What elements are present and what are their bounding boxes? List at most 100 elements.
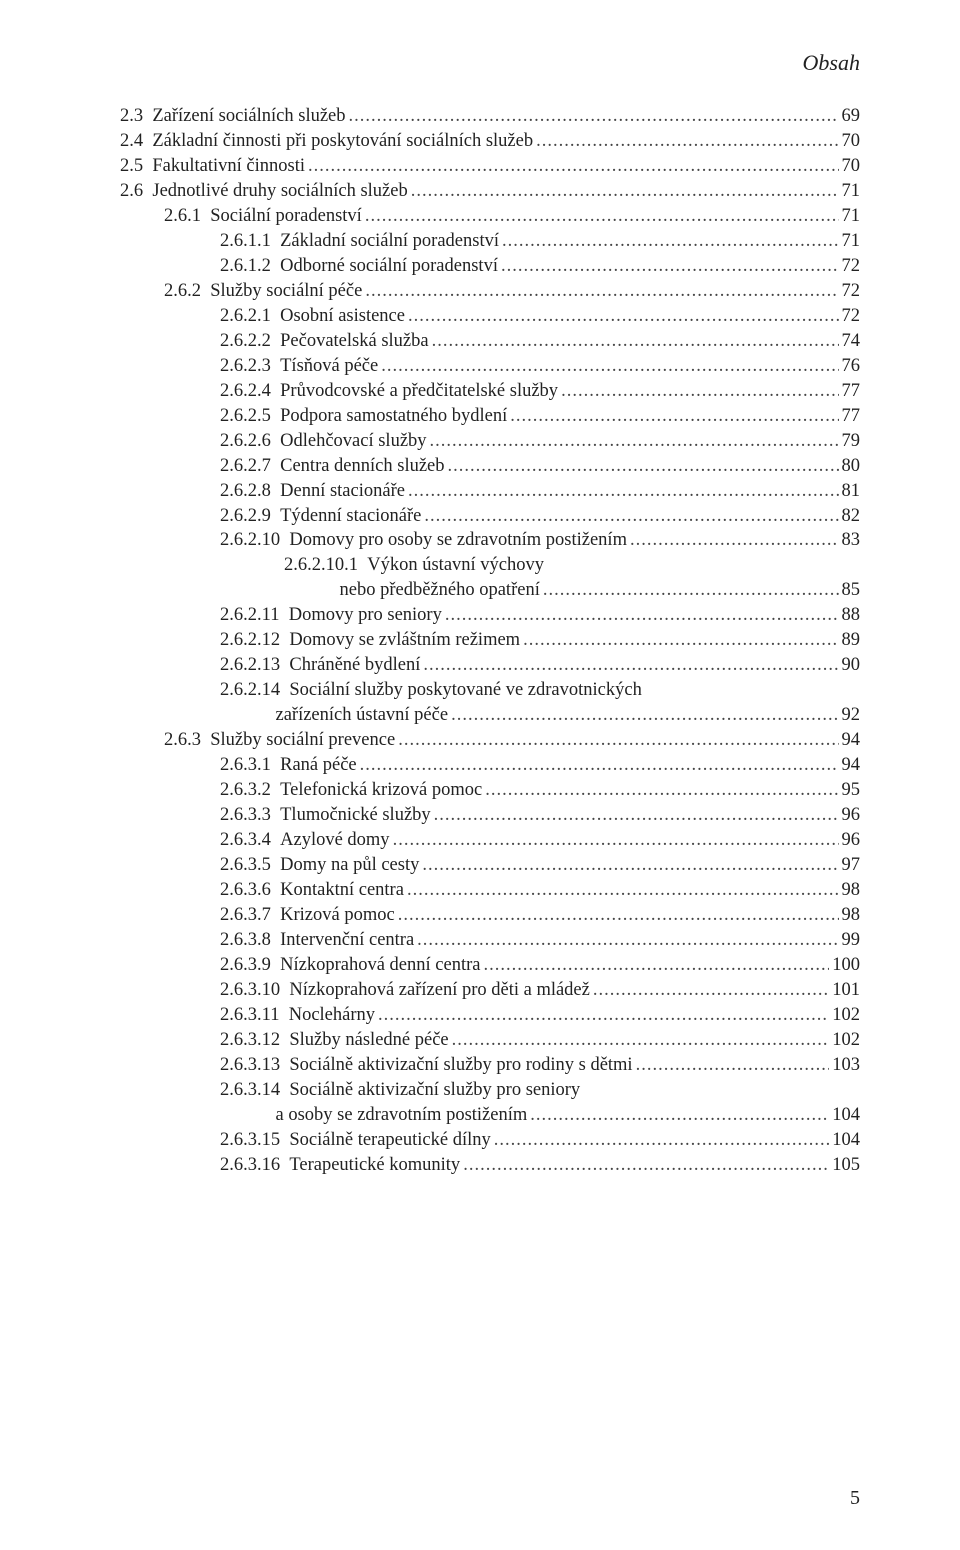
toc-leader	[398, 903, 839, 928]
toc-label: 2.6.2.13	[220, 653, 289, 678]
toc-row: 2.6.3.13 Sociálně aktivizační služby pro…	[120, 1053, 860, 1078]
toc-page: 82	[842, 504, 861, 529]
toc-page: 89	[842, 628, 861, 653]
toc-label: 2.6.2.5	[220, 404, 280, 429]
toc-leader	[561, 379, 838, 404]
toc-leader	[378, 1003, 829, 1028]
toc-label: 2.6.2.12	[220, 628, 289, 653]
toc-text: Terapeutické komunity	[289, 1153, 460, 1178]
toc-label: 2.6.3.1	[220, 753, 280, 778]
toc-page: 104	[832, 1103, 860, 1128]
toc-label: 2.6.2.3	[220, 354, 280, 379]
toc-row: a osoby se zdravotním postižením104	[120, 1103, 860, 1128]
toc-leader	[630, 528, 839, 553]
toc-text: Kontaktní centra	[280, 878, 404, 903]
toc-leader	[432, 329, 839, 354]
toc-label: 2.6.3.7	[220, 903, 280, 928]
toc-row: zařízeních ústavní péče92	[120, 703, 860, 728]
toc-text: Sociálně aktivizační služby pro seniory	[289, 1078, 580, 1103]
toc-text: Sociální služby poskytované ve zdravotni…	[289, 678, 641, 703]
toc-label: 2.6.3	[164, 728, 210, 753]
toc-label: 2.3	[120, 104, 152, 129]
toc-page: 76	[842, 354, 861, 379]
toc-page: 83	[842, 528, 861, 553]
toc-label: 2.6.2.2	[220, 329, 280, 354]
toc-text: Raná péče	[280, 753, 357, 778]
toc-label: 2.6.2	[164, 279, 210, 304]
toc-row: 2.6.3.1 Raná péče 94	[120, 753, 860, 778]
toc-text: Sociální poradenství	[210, 204, 362, 229]
toc-row: 2.6.2.10.1 Výkon ústavní výchovy	[120, 553, 860, 578]
toc-leader	[424, 504, 838, 529]
toc-text: Nízkoprahová zařízení pro děti a mládež	[289, 978, 589, 1003]
toc-label: 2.6.3.9	[220, 953, 280, 978]
toc-continuation-pad	[220, 703, 276, 728]
toc-continuation-pad	[284, 578, 340, 603]
toc-page: 94	[842, 753, 861, 778]
toc-row: 2.6.1.1 Základní sociální poradenství71	[120, 229, 860, 254]
toc-page: 102	[832, 1028, 860, 1053]
toc-leader	[308, 154, 839, 179]
toc-row: 2.6.2.6 Odlehčovací služby79	[120, 429, 860, 454]
toc-row: 2.6.2.8 Denní stacionáře81	[120, 479, 860, 504]
toc-text: Podpora samostatného bydlení	[280, 404, 507, 429]
toc-row: 2.6.3.9 Nízkoprahová denní centra100	[120, 953, 860, 978]
toc-row: 2.6.3.15 Sociálně terapeutické dílny104	[120, 1128, 860, 1153]
toc-row: 2.3 Zařízení sociálních služeb 69	[120, 104, 860, 129]
toc-text: Týdenní stacionáře	[280, 504, 421, 529]
toc-label: 2.6.3.13	[220, 1053, 289, 1078]
toc-leader	[483, 953, 829, 978]
toc-leader	[452, 1028, 830, 1053]
toc-leader	[398, 728, 838, 753]
toc-leader	[422, 853, 838, 878]
toc-text: Noclehárny	[289, 1003, 375, 1028]
toc-row: 2.6.2.1 Osobní asistence72	[120, 304, 860, 329]
toc-page: 105	[832, 1153, 860, 1178]
toc-leader	[501, 254, 839, 279]
toc-row: 2.6.2.7 Centra denních služeb80	[120, 454, 860, 479]
toc-text: Domovy se zvláštním režimem	[289, 628, 520, 653]
toc-page: 98	[842, 903, 861, 928]
toc-leader	[423, 653, 838, 678]
toc-leader	[365, 204, 839, 229]
toc-row: 2.6.2.2 Pečovatelská služba74	[120, 329, 860, 354]
toc-label: 2.6.2.14	[220, 678, 289, 703]
toc-text: Zařízení sociálních služeb	[152, 104, 345, 129]
toc-label: 2.6.1	[164, 204, 210, 229]
toc-label: 2.6.3.3	[220, 803, 280, 828]
toc-label: 2.6.3.15	[220, 1128, 289, 1153]
toc-page: 71	[842, 229, 861, 254]
toc-label: 2.6.3.5	[220, 853, 280, 878]
toc-label: 2.6.3.4	[220, 828, 280, 853]
table-of-contents: 2.3 Zařízení sociálních služeb692.4 Zákl…	[120, 104, 860, 1178]
toc-text: Výkon ústavní výchovy	[367, 553, 544, 578]
toc-label: 2.6.3.2	[220, 778, 280, 803]
toc-leader	[510, 404, 838, 429]
toc-page: 88	[842, 603, 861, 628]
toc-label: 2.5	[120, 154, 152, 179]
toc-row: 2.6.3.16 Terapeutické komunity105	[120, 1153, 860, 1178]
toc-text: Sociálně terapeutické dílny	[289, 1128, 490, 1153]
toc-text: Domovy pro osoby se zdravotním postižení…	[289, 528, 627, 553]
toc-row: 2.6.3.4 Azylové domy96	[120, 828, 860, 853]
toc-row: 2.6.2.4 Průvodcovské a předčitatelské sl…	[120, 379, 860, 404]
page: Obsah 2.3 Zařízení sociálních služeb692.…	[0, 0, 960, 1550]
toc-text: Služby sociální péče	[210, 279, 362, 304]
toc-leader	[408, 479, 839, 504]
toc-leader	[543, 578, 839, 603]
toc-row: 2.6.3.6 Kontaktní centra98	[120, 878, 860, 903]
toc-row: 2.6.3.12 Služby následné péče102	[120, 1028, 860, 1053]
toc-label: 2.6.3.11	[220, 1003, 289, 1028]
toc-label: 2.6.1.1	[220, 229, 280, 254]
toc-page: 71	[842, 204, 861, 229]
toc-leader	[502, 229, 839, 254]
toc-row: 2.6.3.3 Tlumočnické služby96	[120, 803, 860, 828]
toc-label: 2.6.1.2	[220, 254, 280, 279]
toc-page: 69	[842, 104, 861, 129]
toc-row: 2.6.3.14 Sociálně aktivizační služby pro…	[120, 1078, 860, 1103]
toc-page: 96	[842, 803, 861, 828]
toc-page: 71	[842, 179, 861, 204]
toc-leader	[463, 1153, 829, 1178]
toc-row: 2.6.1 Sociální poradenství 71	[120, 204, 860, 229]
toc-text: Tísňová péče	[280, 354, 378, 379]
